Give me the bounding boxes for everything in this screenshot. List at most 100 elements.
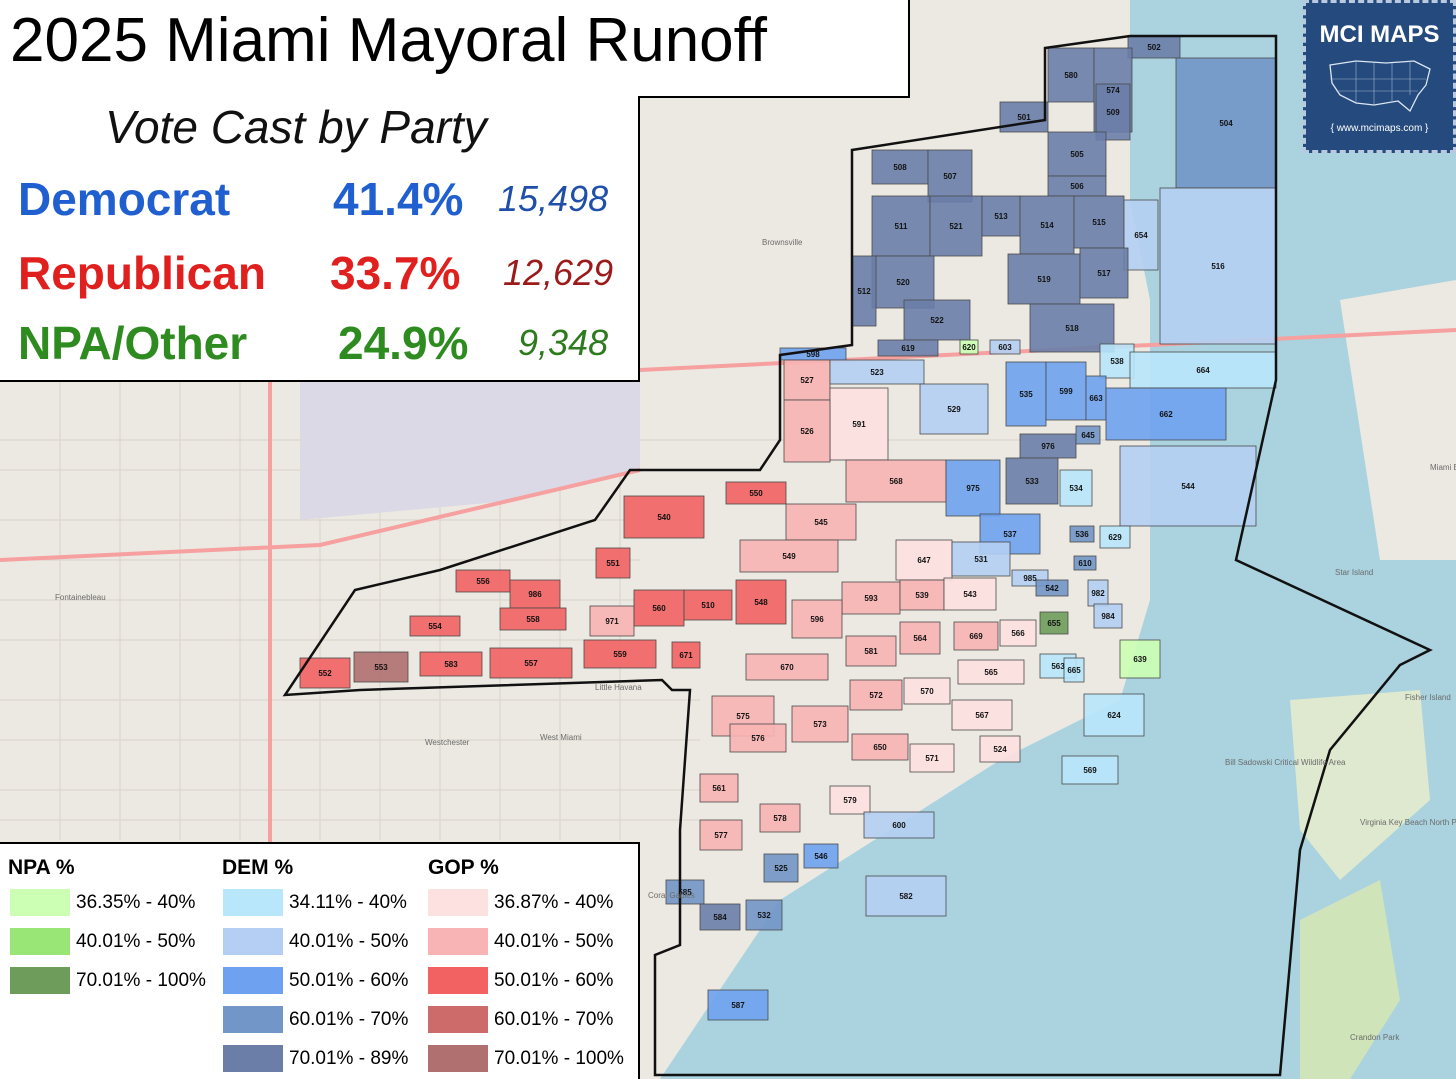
precinct-519: [1007, 253, 1081, 305]
precinct-label-570: 570: [920, 687, 934, 696]
precinct-526: [783, 399, 831, 463]
precinct-593: [841, 581, 901, 615]
precinct-label-566: 566: [1011, 629, 1025, 638]
legend-label: 70.01% - 100%: [494, 1048, 624, 1069]
precinct-label-501: 501: [1017, 113, 1031, 122]
precinct-label-532: 532: [757, 911, 771, 920]
precinct-557: [489, 647, 573, 679]
precinct-603: [989, 339, 1021, 355]
precinct-label-534: 534: [1069, 484, 1083, 493]
precinct-509: [1095, 83, 1131, 141]
precinct-531: [951, 541, 1011, 577]
legend-label: 40.01% - 50%: [76, 931, 196, 952]
precinct-670: [745, 653, 829, 681]
precinct-label-591: 591: [852, 420, 866, 429]
precinct-662: [1105, 387, 1227, 441]
precinct-522: [903, 299, 971, 341]
precinct-label-524: 524: [993, 745, 1007, 754]
precinct-label-556: 556: [476, 577, 490, 586]
party-votes: 15,498: [498, 178, 609, 219]
precinct-label-515: 515: [1092, 218, 1106, 227]
miami-beach-land: [1340, 280, 1456, 560]
legend-swatch: [10, 928, 70, 955]
precinct-label-557: 557: [524, 659, 538, 668]
precinct-620: [959, 339, 979, 355]
precinct-570: [903, 677, 951, 705]
place-label-west-miami: West Miami: [540, 733, 582, 742]
precinct-505: [1047, 131, 1107, 177]
precinct-512: [851, 255, 877, 327]
precinct-504: [1175, 57, 1277, 189]
precinct-label-581: 581: [864, 647, 878, 656]
party-votes: 12,629: [503, 252, 614, 293]
place-label-bill-sadowski: Bill Sadowski Critical Wildlife Area: [1225, 758, 1346, 767]
precinct-label-552: 552: [318, 669, 332, 678]
precinct-520: [871, 255, 935, 309]
precinct-524: [979, 735, 1021, 763]
city-boundary: [282, 34, 1433, 1077]
legend-label: 36.35% - 40%: [76, 892, 196, 913]
precinct-550: [725, 481, 787, 505]
precinct-975: [945, 459, 1001, 517]
precinct-559: [583, 639, 657, 669]
precinct-label-572: 572: [869, 691, 883, 700]
precinct-label-550: 550: [749, 489, 763, 498]
precinct-label-546: 546: [814, 852, 828, 861]
precinct-624: [1083, 693, 1145, 737]
airport: [300, 380, 640, 520]
precinct-984: [1093, 603, 1123, 629]
precinct-label-543: 543: [963, 590, 977, 599]
place-label-westchester: Westchester: [425, 738, 470, 747]
precinct-629: [1099, 525, 1131, 549]
precinct-label-582: 582: [899, 892, 913, 901]
precinct-label-564: 564: [913, 634, 927, 643]
totals-panel: Vote Cast by Party Democrat 41.4% 15,498…: [0, 96, 640, 382]
precinct-654: [1123, 199, 1159, 271]
precinct-label-522: 522: [930, 316, 944, 325]
precinct-label-567: 567: [975, 711, 989, 720]
precinct-label-671: 671: [679, 651, 693, 660]
legend-label: 40.01% - 50%: [289, 931, 409, 952]
legend-swatch: [223, 928, 283, 955]
place-label-virginia-key: Virginia Key Beach North Point Park: [1360, 818, 1456, 827]
precinct-543: [943, 577, 997, 611]
place-label-fisher-island: Fisher Island: [1405, 693, 1451, 702]
legend-label: 60.01% - 70%: [494, 1009, 614, 1030]
precinct-561: [699, 773, 739, 803]
precinct-587: [707, 989, 769, 1021]
precinct-label-624: 624: [1107, 711, 1121, 720]
precinct-label-504: 504: [1219, 119, 1233, 128]
precinct-610: [1073, 555, 1097, 571]
precinct-label-645: 645: [1081, 431, 1095, 440]
precinct-label-986: 986: [528, 590, 542, 599]
precinct-label-654: 654: [1134, 231, 1148, 240]
precinct-507: [927, 149, 973, 203]
precinct-label-560: 560: [652, 604, 666, 613]
precinct-label-587: 587: [731, 1001, 745, 1010]
precinct-label-599: 599: [1059, 387, 1073, 396]
place-label-miami-beach: Miami Beach: [1430, 463, 1456, 472]
precinct-585: [665, 879, 705, 905]
precinct-label-533: 533: [1025, 477, 1039, 486]
party-percent: 24.9%: [338, 317, 469, 369]
precinct-label-507: 507: [943, 172, 957, 181]
precinct-label-538: 538: [1110, 357, 1124, 366]
precinct-label-554: 554: [428, 622, 442, 631]
precinct-523: [829, 359, 925, 385]
precinct-515: [1073, 195, 1125, 249]
precinct-565: [957, 659, 1025, 685]
precinct-label-573: 573: [813, 720, 827, 729]
us-map-icon: [1329, 60, 1431, 113]
precinct-label-971: 971: [605, 617, 619, 626]
precinct-582: [865, 875, 947, 917]
party-name: Republican: [18, 247, 266, 299]
bay-channel: [900, 760, 1200, 1079]
precinct-510: [683, 589, 733, 621]
precinct-577: [699, 819, 743, 851]
legend-label: 70.01% - 100%: [76, 970, 206, 991]
precinct-label-596: 596: [810, 615, 824, 624]
precinct-label-511: 511: [895, 222, 908, 231]
precinct-545: [785, 503, 857, 541]
precinct-535: [1005, 361, 1047, 427]
totals-row-democrat: Democrat 41.4% 15,498: [0, 172, 640, 232]
